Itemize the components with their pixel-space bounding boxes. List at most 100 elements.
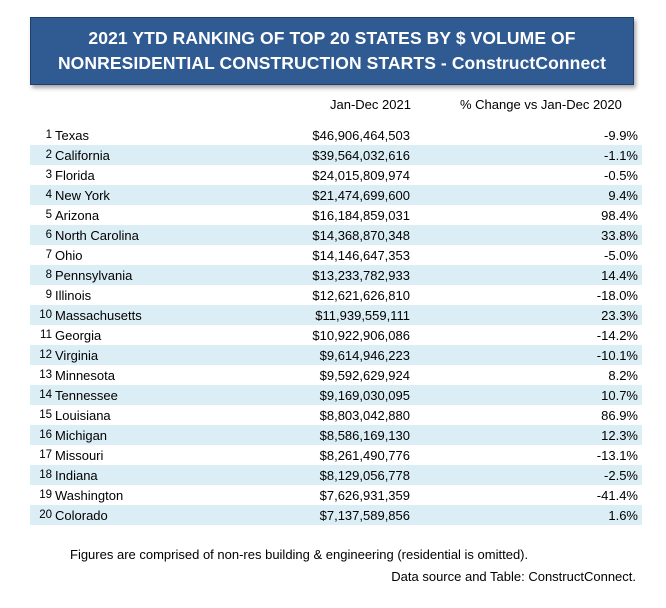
row-rank: 1 [45,129,52,141]
row-rank: 5 [45,209,52,221]
table-row: 1 Texas $46,906,464,503 -9.9% [30,125,642,145]
row-state: Michigan [55,427,108,443]
row-rank: 12 [39,349,52,361]
row-state: Arizona [55,207,100,223]
row-state: Colorado [55,507,108,523]
table-row: 9 Illinois $12,621,626,810 -18.0% [30,285,642,305]
row-change: 12.3% [601,427,638,443]
table-row: 6 North Carolina $14,368,870,348 33.8% [30,225,642,245]
row-amount: $9,169,030,095 [319,387,410,403]
row-rank: 18 [39,469,52,481]
table-row: 2 California $39,564,032,616 -1.1% [30,145,642,165]
row-rank: 6 [45,229,52,241]
row-amount: $16,184,859,031 [312,207,410,223]
table-row: 5 Arizona $16,184,859,031 98.4% [30,205,642,225]
row-amount: $13,233,782,933 [312,267,410,283]
row-rank: 14 [39,389,52,401]
row-state: Indiana [55,467,98,483]
row-change: -10.1% [596,347,638,363]
table-row: 18 Indiana $8,129,056,778 -2.5% [30,465,642,485]
row-state: Louisiana [55,407,111,423]
row-change: 33.8% [601,227,638,243]
row-change: 10.7% [601,387,638,403]
column-header-change: % Change vs Jan-Dec 2020 [460,97,622,112]
row-amount: $9,592,629,924 [319,367,410,383]
table-row: 13 Minnesota $9,592,629,924 8.2% [30,365,642,385]
row-change: 14.4% [601,267,638,283]
table-row: 11 Georgia $10,922,906,086 -14.2% [30,325,642,345]
table-row: 15 Louisiana $8,803,042,880 86.9% [30,405,642,425]
row-state: Washington [55,487,124,503]
row-amount: $14,368,870,348 [312,227,410,243]
row-state: Tennessee [55,387,118,403]
row-change: -18.0% [596,287,638,303]
row-rank: 17 [39,449,52,461]
row-rank: 7 [45,249,52,261]
row-amount: $11,939,559,111 [315,307,410,323]
row-rank: 15 [39,409,52,421]
row-amount: $8,586,169,130 [319,427,410,443]
title-line-1: 2021 YTD RANKING OF TOP 20 STATES BY $ V… [88,28,576,48]
row-rank: 19 [39,489,52,501]
row-rank: 16 [39,429,52,441]
row-change: -14.2% [596,327,638,343]
row-amount: $7,137,589,856 [319,507,410,523]
table-row: 3 Florida $24,015,809,974 -0.5% [30,165,642,185]
row-state: Texas [55,127,89,143]
table-row: 12 Virginia $9,614,946,223 -10.1% [30,345,642,365]
row-state: California [55,147,110,163]
row-rank: 13 [39,369,52,381]
row-rank: 2 [45,149,52,161]
row-amount: $21,474,699,600 [312,187,410,203]
row-amount: $8,129,056,778 [319,467,410,483]
row-state: Minnesota [55,367,115,383]
row-rank: 10 [39,309,52,321]
row-state: Massachusetts [55,307,142,323]
row-change: 8.2% [608,367,638,383]
row-state: Missouri [55,447,104,463]
row-amount: $24,015,809,974 [312,167,410,183]
table-row: 17 Missouri $8,261,490,776 -13.1% [30,445,642,465]
row-rank: 4 [45,189,52,201]
table-row: 16 Michigan $8,586,169,130 12.3% [30,425,642,445]
row-amount: $46,906,464,503 [312,127,410,143]
row-amount: $8,803,042,880 [319,407,410,423]
table-row: 7 Ohio $14,146,647,353 -5.0% [30,245,642,265]
column-header-amount: Jan-Dec 2021 [330,97,411,112]
row-change: -13.1% [596,447,638,463]
row-rank: 8 [45,269,52,281]
title-line-2: NONRESIDENTIAL CONSTRUCTION STARTS - Con… [57,53,607,73]
row-change: -2.5% [604,467,638,483]
footnote: Figures are comprised of non-res buildin… [70,547,529,562]
table-row: 8 Pennsylvania $13,233,782,933 14.4% [30,265,642,285]
row-state: Virginia [55,347,99,363]
row-state: Florida [55,167,95,183]
row-amount: $9,614,946,223 [319,347,410,363]
row-state: New York [55,187,110,203]
row-rank: 9 [45,289,52,301]
table-row: 14 Tennessee $9,169,030,095 10.7% [30,385,642,405]
row-state: Illinois [55,287,92,303]
row-amount: $14,146,647,353 [312,247,410,263]
row-amount: $39,564,032,616 [312,147,410,163]
row-amount: $8,261,490,776 [319,447,410,463]
row-change: -5.0% [604,247,638,263]
table-row: 20 Colorado $7,137,589,856 1.6% [30,505,642,525]
table-row: 4 New York $21,474,699,600 9.4% [30,185,642,205]
row-state: Pennsylvania [55,267,133,283]
table-row: 10 Massachusetts $11,939,559,111 23.3% [30,305,642,325]
row-change: 98.4% [601,207,638,223]
row-change: 23.3% [601,307,638,323]
row-change: -9.9% [604,127,638,143]
ranking-table: 1 Texas $46,906,464,503 -9.9% 2 California $39… [30,125,642,525]
source-note: Data source and Table: ConstructConnect. [391,569,636,584]
row-rank: 20 [39,509,52,521]
row-change: -41.4% [596,487,638,503]
row-amount: $7,626,931,359 [319,487,410,503]
table-row: 19 Washington $7,626,931,359 -41.4% [30,485,642,505]
row-state: Ohio [55,247,83,263]
row-rank: 3 [45,169,52,181]
row-rank: 11 [40,329,52,341]
row-change: -1.1% [604,147,638,163]
row-state: Georgia [55,327,102,343]
